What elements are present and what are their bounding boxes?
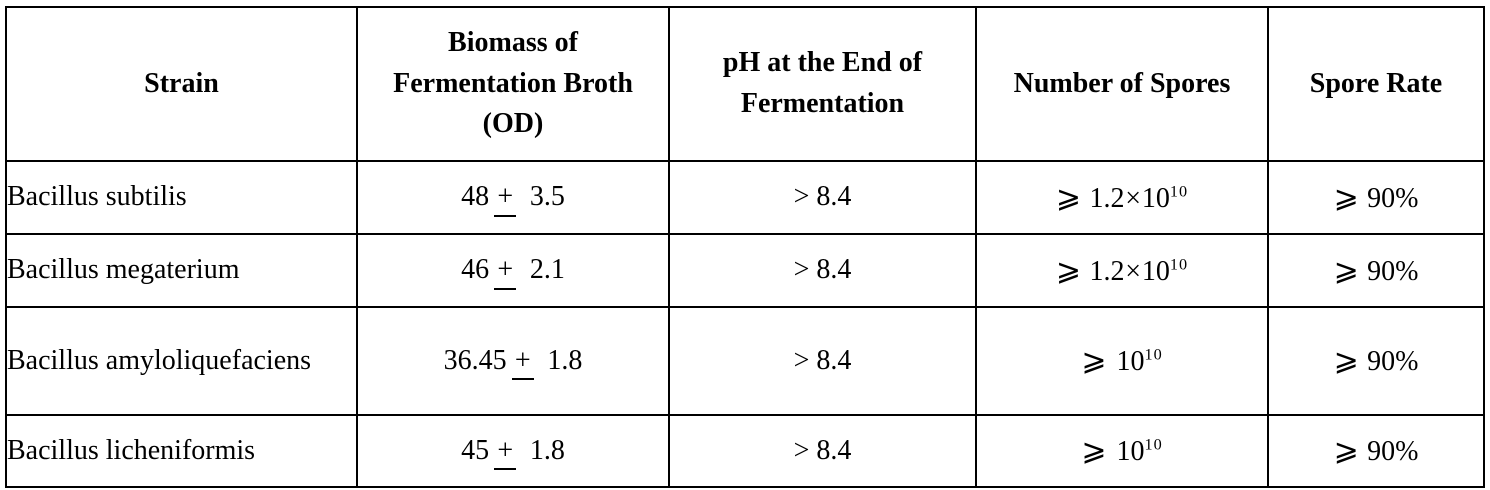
header-biomass-line1: Biomass of <box>448 27 578 59</box>
strain-name: Bacillus amyloliquefaciens <box>7 344 312 376</box>
table-row: Bacillus licheniformis 45 +1.8 > 8.4 ⩾ 101… <box>5 414 1485 488</box>
greater-equal-icon: ⩾ <box>1055 253 1082 287</box>
table-row: Bacillus megaterium 46 +2.1 > 8.4 ⩾ 1.2×10… <box>5 233 1485 308</box>
multiply-icon: × <box>1125 255 1142 287</box>
biomass-value: 36.45 +1.8 <box>443 341 583 382</box>
cell-strain: Bacillus megaterium <box>5 233 358 308</box>
header-spore-rate-line1: Spore Rate <box>1309 67 1443 99</box>
spore-base: 10 <box>1141 182 1170 214</box>
cell-ph: > 8.4 <box>668 414 977 488</box>
cell-spore-count: ⩾ 1010 <box>975 306 1269 416</box>
cell-ph: > 8.4 <box>668 160 977 235</box>
strain-name: Bacillus subtilis <box>7 181 187 213</box>
spore-count-value: ⩾ 1010 <box>1081 339 1162 383</box>
spore-rate-number: 90% <box>1367 255 1419 287</box>
biomass-sd: 3.5 <box>529 181 565 213</box>
spore-mantissa: 1.2 <box>1089 255 1125 287</box>
cell-biomass: 36.45 +1.8 <box>356 306 670 416</box>
biomass-sd: 2.1 <box>529 254 565 286</box>
spore-rate-value: ⩾ 90% <box>1334 249 1419 293</box>
ph-value: > 8.4 <box>793 344 852 376</box>
column-header-strain: Strain <box>5 6 358 162</box>
cell-strain: Bacillus subtilis <box>5 160 358 235</box>
header-biomass-line2: Fermentation Broth <box>393 67 633 99</box>
plus-minus-icon: + <box>492 431 518 472</box>
column-header-spore-rate: Spore Rate <box>1267 6 1485 162</box>
biomass-value: 45 +1.8 <box>461 431 565 472</box>
strain-name: Bacillus megaterium <box>7 254 240 286</box>
strain-name: Bacillus licheniformis <box>7 434 256 466</box>
table-row: Bacillus subtilis 48 +3.5 > 8.4 ⩾ 1.2×1010… <box>5 160 1485 235</box>
biomass-value: 48 +3.5 <box>461 177 565 218</box>
header-ph-line1: pH at the End of <box>722 47 923 79</box>
spore-base: 10 <box>1116 346 1145 378</box>
spore-rate-value: ⩾ 90% <box>1334 339 1419 383</box>
greater-equal-icon: ⩾ <box>1055 180 1082 214</box>
spore-rate-value: ⩾ 90% <box>1334 176 1419 220</box>
spore-count-value: ⩾ 1.2×1010 <box>1056 249 1188 293</box>
cell-spore-rate: ⩾ 90% <box>1267 233 1485 308</box>
spore-exponent: 10 <box>1144 345 1163 364</box>
cell-strain: Bacillus licheniformis <box>5 414 358 488</box>
biomass-sd: 1.8 <box>529 434 565 466</box>
cell-spore-count: ⩾ 1010 <box>975 414 1269 488</box>
greater-equal-icon: ⩾ <box>1333 344 1359 378</box>
spore-exponent: 10 <box>1169 255 1189 274</box>
header-strain-line1: Strain <box>144 67 219 99</box>
cell-ph: > 8.4 <box>668 306 977 416</box>
spore-rate-number: 90% <box>1367 436 1419 468</box>
biomass-mean: 36.45 <box>443 344 507 376</box>
biomass-mean: 48 <box>461 181 490 213</box>
plus-minus-icon: + <box>492 177 518 218</box>
cell-spore-rate: ⩾ 90% <box>1267 414 1485 488</box>
cell-spore-rate: ⩾ 90% <box>1267 306 1485 416</box>
column-header-biomass: Biomass of Fermentation Broth (OD) <box>356 6 670 162</box>
header-spores-line1: Number of Spores <box>1013 67 1231 99</box>
spore-count-value: ⩾ 1010 <box>1081 429 1162 473</box>
cell-spore-count: ⩾ 1.2×1010 <box>975 233 1269 308</box>
biomass-mean: 45 <box>461 434 490 466</box>
cell-biomass: 48 +3.5 <box>356 160 670 235</box>
header-biomass-line3: (OD) <box>482 108 544 140</box>
cell-strain: Bacillus amyloliquefaciens <box>5 306 358 416</box>
spore-rate-number: 90% <box>1367 346 1419 378</box>
biomass-mean: 46 <box>461 254 490 286</box>
spore-base: 10 <box>1141 255 1170 287</box>
spore-count-value: ⩾ 1.2×1010 <box>1056 176 1188 220</box>
greater-equal-icon: ⩾ <box>1333 253 1359 287</box>
greater-equal-icon: ⩾ <box>1081 434 1107 468</box>
plus-minus-icon: + <box>510 341 536 382</box>
cell-spore-rate: ⩾ 90% <box>1267 160 1485 235</box>
spore-rate-value: ⩾ 90% <box>1334 429 1419 473</box>
spore-exponent: 10 <box>1169 182 1189 201</box>
greater-equal-icon: ⩾ <box>1333 180 1359 214</box>
biomass-value: 46 +2.1 <box>461 250 565 291</box>
header-ph-line2: Fermentation <box>740 88 905 119</box>
column-header-ph: pH at the End of Fermentation <box>668 6 977 162</box>
spore-mantissa: 1.2 <box>1089 182 1125 214</box>
table-container: Strain Biomass of Fermentation Broth (OD… <box>5 6 1485 488</box>
biomass-sd: 1.8 <box>547 344 583 376</box>
ph-value: > 8.4 <box>793 181 852 213</box>
greater-equal-icon: ⩾ <box>1081 344 1107 378</box>
spore-rate-number: 90% <box>1367 182 1419 214</box>
header-row: Strain Biomass of Fermentation Broth (OD… <box>5 6 1485 162</box>
spore-exponent: 10 <box>1144 435 1163 454</box>
column-header-spores: Number of Spores <box>975 6 1269 162</box>
cell-biomass: 46 +2.1 <box>356 233 670 308</box>
cell-ph: > 8.4 <box>668 233 977 308</box>
spore-base: 10 <box>1116 436 1145 468</box>
ph-value: > 8.4 <box>793 254 852 286</box>
greater-equal-icon: ⩾ <box>1333 434 1359 468</box>
table-body: Bacillus subtilis 48 +3.5 > 8.4 ⩾ 1.2×1010… <box>5 160 1485 488</box>
fermentation-results-table: Strain Biomass of Fermentation Broth (OD… <box>5 6 1485 488</box>
cell-biomass: 45 +1.8 <box>356 414 670 488</box>
ph-value: > 8.4 <box>793 434 852 466</box>
plus-minus-icon: + <box>492 250 518 291</box>
cell-spore-count: ⩾ 1.2×1010 <box>975 160 1269 235</box>
multiply-icon: × <box>1125 182 1142 214</box>
table-row: Bacillus amyloliquefaciens 36.45 +1.8 > 8… <box>5 306 1485 416</box>
table-header: Strain Biomass of Fermentation Broth (OD… <box>5 6 1485 162</box>
